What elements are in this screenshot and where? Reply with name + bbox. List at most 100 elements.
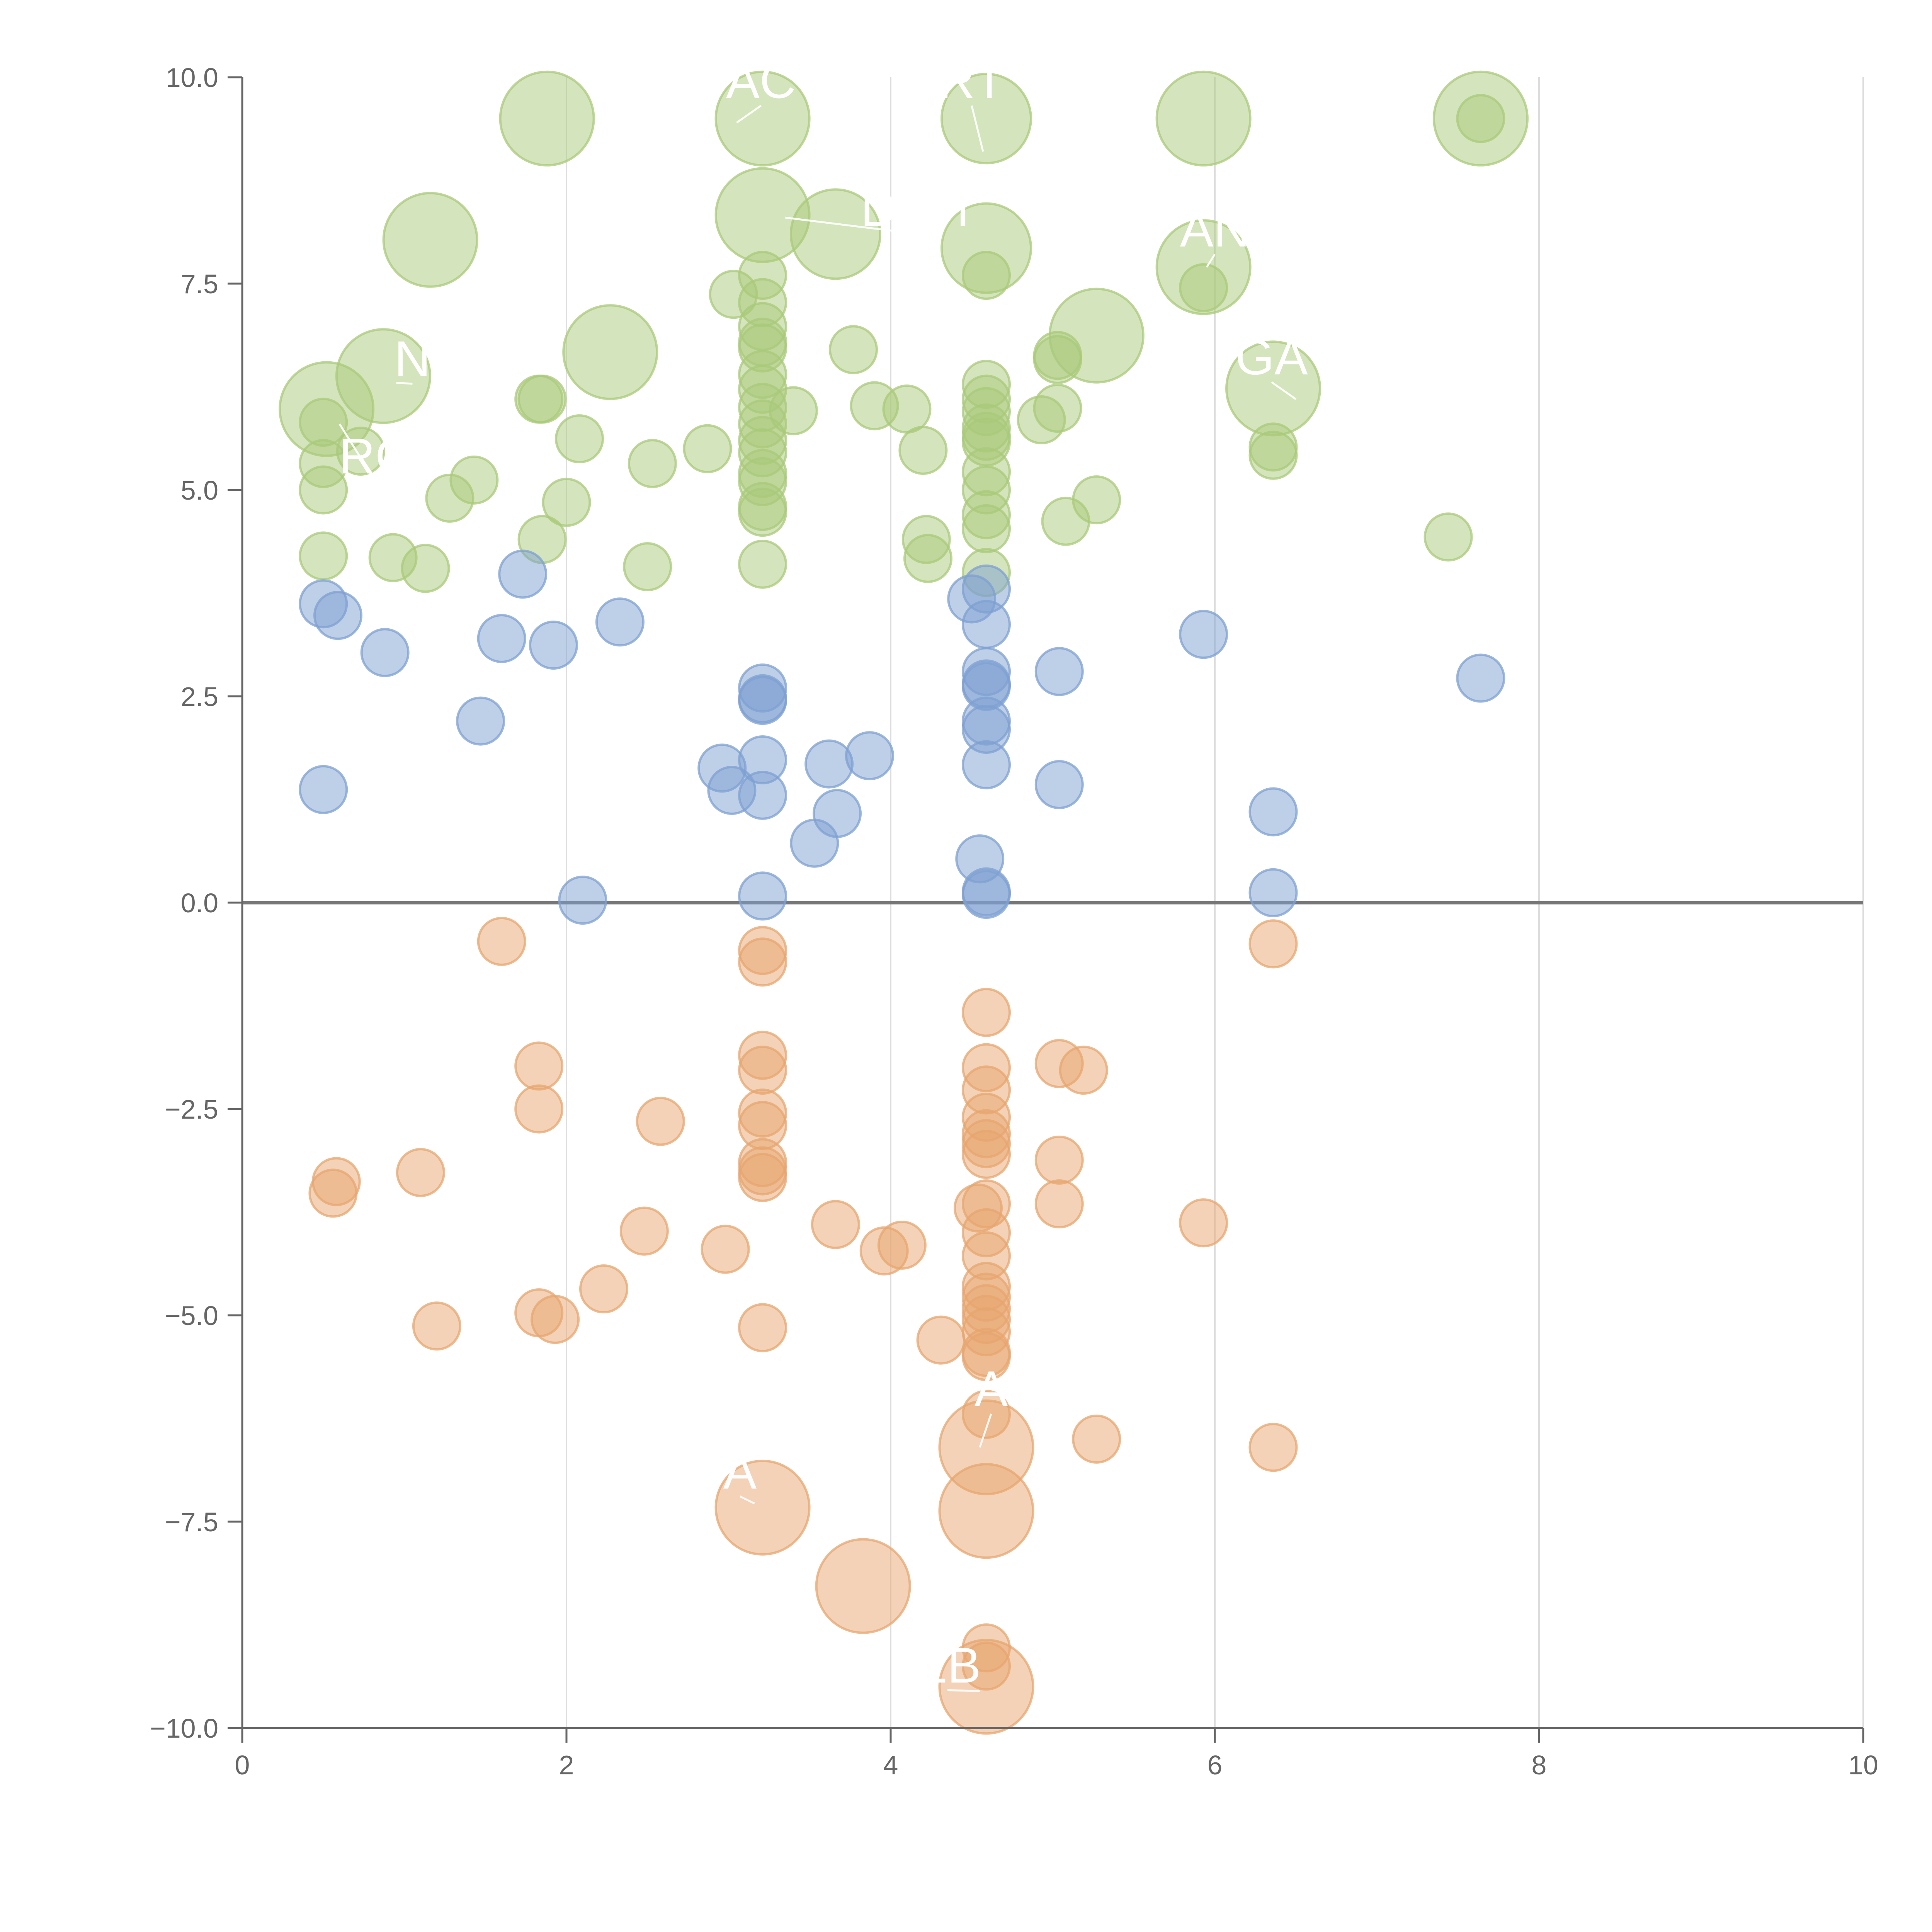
data-point	[789, 188, 881, 280]
data-point	[1034, 647, 1084, 696]
x-tick-label: 0	[235, 1750, 250, 1780]
data-point	[456, 696, 505, 746]
label-leader-line	[947, 1689, 980, 1692]
data-point	[738, 770, 787, 820]
data-point	[769, 386, 818, 435]
label-leader-line	[338, 423, 376, 482]
data-point	[477, 917, 526, 966]
data-point	[517, 374, 567, 424]
point-label: RC	[339, 428, 412, 484]
data-point	[579, 1264, 628, 1314]
y-tick-label: 5.0	[181, 475, 218, 505]
points-layer	[279, 70, 1529, 1735]
data-point	[299, 465, 348, 515]
y-tick-label: 10.0	[166, 63, 218, 93]
data-point	[1072, 1414, 1121, 1464]
data-point	[529, 621, 578, 670]
point-label: A	[975, 1361, 1008, 1417]
data-point	[962, 740, 1011, 789]
data-point	[308, 1168, 358, 1218]
data-point	[1179, 263, 1228, 313]
data-point	[555, 414, 604, 464]
data-point	[1248, 868, 1298, 917]
data-point	[898, 425, 948, 475]
data-point	[477, 614, 526, 663]
data-point	[595, 597, 645, 647]
data-point	[1033, 384, 1082, 433]
data-point	[1456, 653, 1505, 703]
data-point	[619, 1206, 669, 1256]
point-label: EB	[914, 1637, 981, 1694]
data-point	[396, 1148, 445, 1197]
x-tick-label: 8	[1532, 1750, 1547, 1780]
data-point	[804, 739, 854, 789]
data-point	[962, 600, 1011, 649]
data-point	[845, 731, 894, 781]
data-point	[1155, 70, 1252, 167]
label-leader-line	[1271, 381, 1297, 400]
point-label: GA	[1235, 329, 1308, 385]
label-leader-line	[971, 105, 984, 152]
data-point	[916, 1315, 966, 1365]
data-point	[962, 504, 1011, 553]
data-point	[514, 1041, 564, 1091]
point-label: AC	[726, 52, 796, 109]
data-point	[882, 384, 932, 434]
data-point	[1034, 1135, 1084, 1185]
point-label: N	[395, 330, 431, 387]
point-label: AN	[1180, 201, 1250, 257]
data-point	[938, 1639, 1034, 1735]
data-point	[903, 534, 952, 583]
data-point	[628, 439, 677, 488]
data-point	[940, 73, 1032, 165]
data-point	[701, 1225, 750, 1274]
data-point	[382, 192, 478, 288]
y-tick-label: −2.5	[165, 1094, 218, 1124]
data-point	[1034, 1179, 1084, 1229]
data-point	[299, 531, 348, 581]
data-point	[709, 270, 758, 319]
y-tick-label: 2.5	[181, 682, 218, 712]
data-point	[1248, 430, 1298, 480]
data-point	[1248, 919, 1298, 969]
data-point	[714, 1459, 811, 1556]
data-point	[412, 1301, 461, 1351]
data-point	[962, 251, 1011, 300]
point-label: A	[723, 1443, 757, 1500]
data-point	[738, 1046, 787, 1095]
data-point	[738, 1153, 787, 1202]
data-point	[1033, 335, 1082, 384]
y-tick-label: 7.5	[181, 269, 218, 299]
data-point	[1456, 94, 1505, 143]
data-point	[738, 871, 787, 921]
y-tick-label: 0.0	[181, 888, 218, 918]
data-point	[299, 765, 348, 814]
data-point	[562, 304, 658, 400]
data-point	[738, 488, 787, 537]
x-tick-label: 10	[1848, 1750, 1878, 1780]
data-point	[1034, 760, 1084, 810]
data-point	[542, 478, 591, 527]
label-leader-line	[1206, 253, 1216, 268]
x-tick-label: 4	[883, 1750, 898, 1780]
data-point	[313, 591, 363, 640]
data-point	[938, 1463, 1034, 1559]
data-point	[815, 1538, 911, 1634]
y-tick-label: −10.0	[150, 1713, 218, 1743]
data-point	[636, 1097, 685, 1146]
data-point	[558, 876, 607, 925]
data-point	[811, 1200, 860, 1249]
data-point	[738, 1303, 787, 1352]
data-point	[738, 937, 787, 987]
data-point	[1423, 512, 1473, 562]
y-tick-label: −5.0	[165, 1301, 218, 1331]
data-point	[738, 539, 787, 589]
point-labels-layer: AC RT DCH AN N GA RC A A EB	[338, 52, 1308, 1694]
data-point	[829, 325, 878, 374]
label-leader-line	[396, 381, 413, 385]
data-point	[1059, 1046, 1108, 1095]
x-tick-label: 2	[559, 1750, 574, 1780]
y-tick-label: −7.5	[165, 1507, 218, 1537]
label-leader-line	[739, 1495, 755, 1505]
data-point	[1248, 787, 1298, 837]
